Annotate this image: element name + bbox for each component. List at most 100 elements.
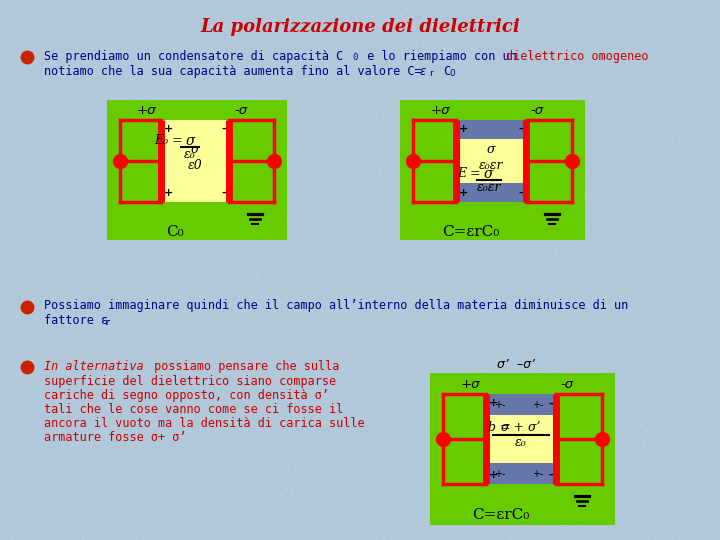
- Point: [557, 152, 569, 161]
- Point: [599, 16, 611, 24]
- Point: [513, 262, 524, 271]
- Point: [647, 210, 658, 218]
- Point: [192, 446, 203, 455]
- Point: [123, 346, 135, 355]
- Point: [594, 516, 606, 524]
- Point: [197, 390, 208, 399]
- Point: [401, 213, 413, 222]
- Point: [598, 89, 609, 97]
- Point: [406, 232, 418, 240]
- Point: [405, 141, 417, 150]
- Point: [642, 230, 653, 238]
- Point: [71, 321, 82, 329]
- Point: [714, 63, 720, 72]
- Point: [377, 535, 388, 540]
- Point: [507, 163, 518, 172]
- Point: [178, 0, 189, 9]
- Point: [264, 58, 275, 67]
- Point: [110, 167, 122, 176]
- Point: [483, 66, 495, 75]
- Point: [431, 460, 442, 469]
- Point: [253, 41, 264, 50]
- Point: [253, 21, 265, 29]
- Point: [613, 21, 625, 30]
- Point: [690, 309, 701, 318]
- Point: [29, 146, 40, 154]
- Point: [73, 217, 85, 226]
- Point: [468, 215, 480, 224]
- Point: [317, 93, 328, 102]
- Point: [516, 183, 528, 192]
- Point: [55, 208, 66, 217]
- Point: [166, 187, 178, 196]
- Point: [10, 88, 22, 97]
- Point: [147, 249, 158, 258]
- Point: [441, 42, 452, 51]
- Point: [49, 383, 60, 391]
- Point: [172, 240, 184, 249]
- Point: [150, 284, 161, 292]
- Point: [432, 33, 444, 42]
- Point: [308, 78, 320, 87]
- Point: [444, 70, 456, 79]
- Point: [373, 360, 384, 368]
- Point: [536, 313, 547, 321]
- Point: [289, 450, 300, 459]
- Point: [516, 349, 528, 358]
- Point: [190, 258, 202, 267]
- Point: [490, 295, 501, 303]
- Point: [0, 491, 9, 500]
- Point: [570, 521, 582, 529]
- Point: [438, 88, 449, 97]
- Point: [17, 191, 28, 199]
- Point: [307, 420, 319, 429]
- Point: [312, 488, 323, 497]
- Point: [420, 77, 432, 86]
- Point: [157, 307, 168, 316]
- Point: [366, 111, 378, 119]
- Point: [647, 285, 658, 294]
- Point: [681, 497, 693, 505]
- Point: [511, 154, 523, 163]
- Point: [626, 254, 637, 263]
- Point: [161, 285, 172, 293]
- Point: [461, 286, 472, 295]
- Point: [519, 4, 531, 13]
- Point: [668, 22, 680, 31]
- Point: [628, 528, 639, 536]
- Point: [379, 454, 390, 462]
- Point: [32, 328, 43, 336]
- Point: [447, 473, 459, 482]
- Point: [513, 203, 525, 212]
- Point: [675, 194, 686, 202]
- Point: [132, 478, 144, 487]
- Point: [513, 143, 525, 151]
- Point: [610, 235, 621, 244]
- Point: [287, 349, 298, 358]
- Point: [418, 480, 430, 488]
- Point: [216, 152, 228, 160]
- Point: [626, 514, 638, 522]
- Point: [229, 444, 240, 453]
- Point: [595, 268, 606, 277]
- Point: [549, 421, 561, 429]
- Point: [639, 332, 651, 341]
- Point: [121, 472, 132, 481]
- Point: [24, 168, 36, 177]
- Point: [0, 365, 9, 374]
- Point: [117, 78, 128, 87]
- Point: [570, 43, 581, 52]
- Point: [437, 117, 449, 126]
- Point: [703, 415, 714, 423]
- Point: [236, 3, 248, 12]
- Point: [102, 174, 114, 183]
- Point: [44, 258, 55, 266]
- Point: [207, 57, 219, 65]
- Point: [639, 441, 650, 449]
- Point: [481, 512, 492, 521]
- Point: [276, 318, 287, 326]
- Point: [491, 3, 503, 12]
- Point: [171, 453, 182, 461]
- Point: [258, 226, 269, 235]
- Point: [582, 169, 594, 178]
